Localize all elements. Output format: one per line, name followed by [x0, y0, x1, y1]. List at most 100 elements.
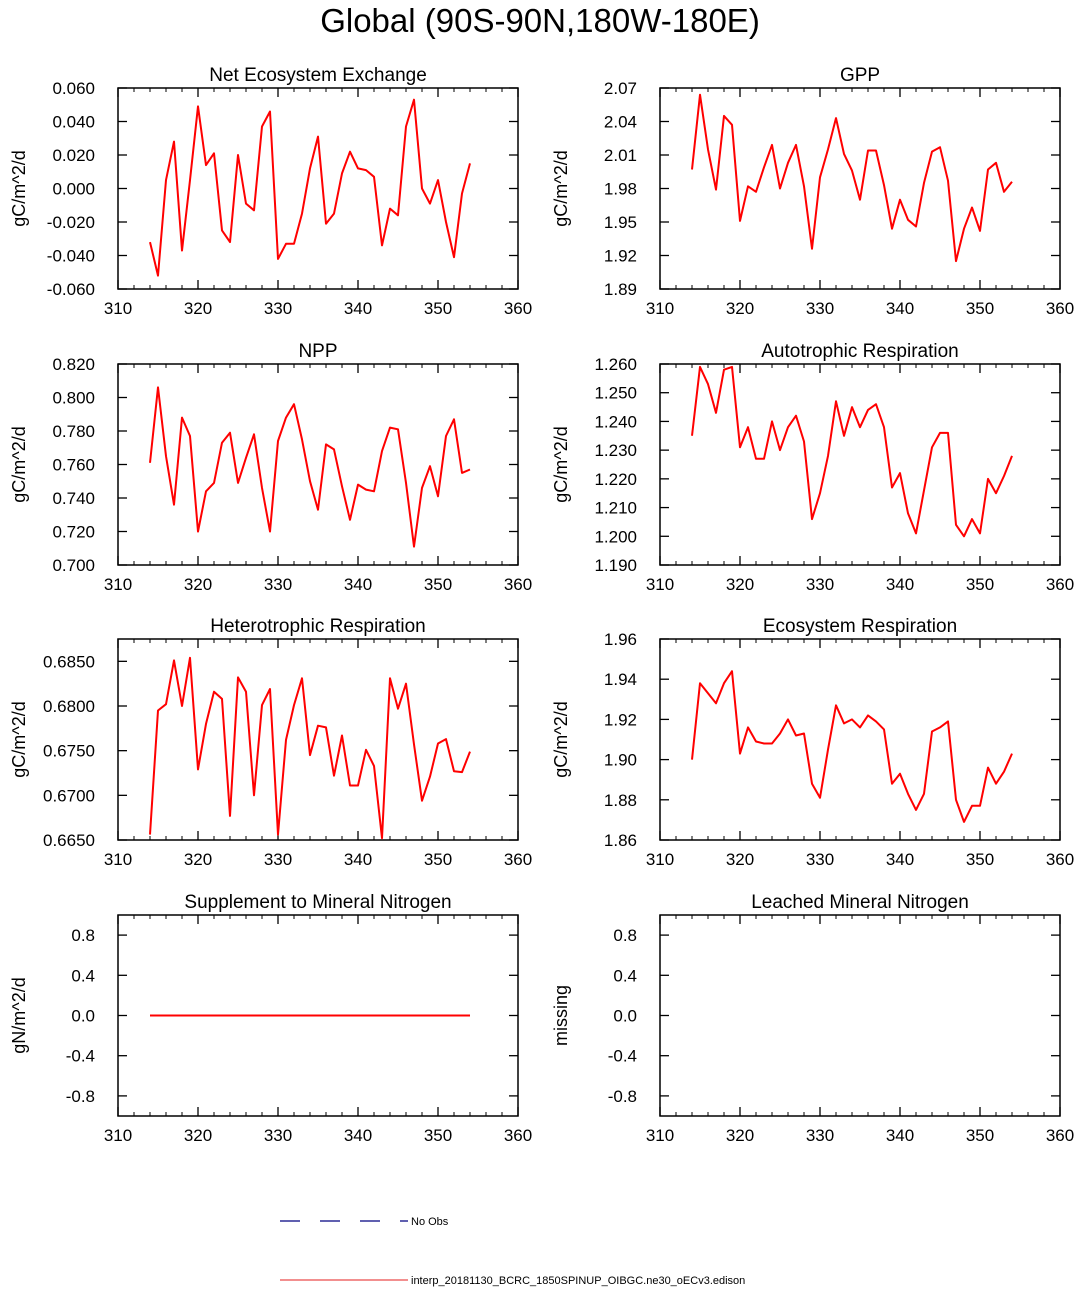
y-tick-label: 1.230: [594, 441, 637, 460]
chart-panel: NPP gC/m^2/d 310 320 330 340 350 360 0.700 0.720 0…: [9, 341, 532, 594]
x-tick-label: 310: [646, 850, 674, 869]
y-tick-label: 0.6850: [43, 652, 95, 671]
y-tick-label: 1.200: [594, 527, 637, 546]
plot-frame: [659, 87, 1061, 290]
y-tick-label: 2.07: [604, 79, 637, 98]
x-tick-label: 350: [966, 299, 994, 318]
y-axis-label: gC/m^2/d: [551, 701, 571, 777]
y-tick-label: 0.000: [52, 180, 95, 199]
x-tick-label: 320: [726, 575, 754, 594]
x-tick-label: 330: [264, 1126, 292, 1145]
plot-frame: [659, 914, 1061, 1117]
legend: No Obs interp_20181130_BCRC_1850SPINUP_O…: [280, 1216, 745, 1287]
series-line: [149, 386, 471, 548]
y-tick-label: 1.88: [604, 791, 637, 810]
x-tick-label: 340: [344, 299, 372, 318]
y-tick-label: 2.04: [604, 113, 637, 132]
y-tick-label: -0.020: [47, 213, 95, 232]
y-axis-label: gC/m^2/d: [551, 426, 571, 502]
panel-title: Net Ecosystem Exchange: [209, 65, 427, 86]
plot-frame: [659, 638, 1061, 841]
y-tick-label: 0.4: [613, 966, 637, 985]
y-tick-label: 1.98: [604, 180, 637, 199]
x-tick-label: 310: [104, 299, 132, 318]
y-tick-label: 1.250: [594, 384, 637, 403]
x-tick-label: 350: [424, 850, 452, 869]
chart-panel: Leached Mineral Nitrogen missing 310 320 330…: [551, 892, 1074, 1145]
y-tick-label: -0.4: [66, 1047, 95, 1066]
y-tick-label: 0.6800: [43, 697, 95, 716]
series-line: [149, 656, 471, 840]
y-axis-label: gC/m^2/d: [9, 150, 29, 226]
x-tick-label: 360: [504, 850, 532, 869]
y-tick-label: 0.020: [52, 146, 95, 165]
panel-title: Ecosystem Respiration: [763, 616, 957, 637]
y-tick-label: 0.0: [613, 1007, 637, 1026]
x-tick-label: 350: [424, 1126, 452, 1145]
y-tick-label: 0.760: [52, 456, 95, 475]
x-tick-label: 330: [806, 299, 834, 318]
x-tick-label: 340: [886, 1126, 914, 1145]
x-tick-label: 340: [344, 850, 372, 869]
x-tick-label: 350: [966, 850, 994, 869]
y-tick-label: -0.040: [47, 247, 95, 266]
plot-frame: [117, 914, 519, 1117]
series-line: [691, 365, 1013, 538]
y-tick-label: 1.96: [604, 630, 637, 649]
x-tick-label: 320: [726, 1126, 754, 1145]
x-tick-label: 360: [1046, 575, 1074, 594]
panel-title: Autotrophic Respiration: [761, 341, 959, 362]
y-tick-label: 0.040: [52, 113, 95, 132]
series-line: [149, 98, 471, 277]
y-tick-label: 1.90: [604, 751, 637, 770]
x-tick-label: 340: [344, 575, 372, 594]
legend-obs-label: No Obs: [411, 1216, 449, 1228]
series-line: [691, 670, 1013, 823]
y-tick-label: 0.780: [52, 422, 95, 441]
y-tick-label: 0.720: [52, 523, 95, 542]
y-tick-label: 0.6750: [43, 742, 95, 761]
y-tick-label: 1.210: [594, 499, 637, 518]
y-tick-label: -0.4: [608, 1047, 637, 1066]
y-tick-label: 1.92: [604, 710, 637, 729]
x-tick-label: 310: [104, 850, 132, 869]
x-tick-label: 350: [966, 1126, 994, 1145]
x-tick-label: 320: [726, 299, 754, 318]
y-tick-label: 1.260: [594, 355, 637, 374]
y-axis-label: missing: [551, 985, 571, 1046]
x-tick-label: 340: [886, 575, 914, 594]
y-tick-label: 1.92: [604, 247, 637, 266]
y-tick-label: 0.740: [52, 489, 95, 508]
y-tick-label: 0.4: [71, 966, 95, 985]
x-tick-label: 340: [344, 1126, 372, 1145]
x-tick-label: 350: [424, 299, 452, 318]
panel-title: GPP: [840, 65, 880, 86]
y-tick-label: 1.240: [594, 412, 637, 431]
y-tick-label: 2.01: [604, 146, 637, 165]
y-tick-label: -0.8: [608, 1087, 637, 1106]
plot-frame: [117, 363, 519, 566]
y-tick-label: 1.94: [604, 670, 637, 689]
x-tick-label: 320: [184, 575, 212, 594]
chart-panel: Autotrophic Respiration gC/m^2/d 310 320 330…: [551, 341, 1074, 594]
chart-panel: Ecosystem Respiration gC/m^2/d 310 320 330 34…: [551, 616, 1074, 869]
x-tick-label: 320: [184, 299, 212, 318]
y-tick-label: 1.220: [594, 470, 637, 489]
plot-frame: [117, 87, 519, 290]
y-tick-label: 0.6700: [43, 786, 95, 805]
page-title: Global (90S-90N,180W-180E): [320, 2, 760, 39]
x-tick-label: 330: [806, 1126, 834, 1145]
y-tick-label: 0.6650: [43, 831, 95, 850]
legend-model-label: interp_20181130_BCRC_1850SPINUP_OIBGC.ne…: [411, 1275, 745, 1287]
x-tick-label: 340: [886, 850, 914, 869]
chart-panel: Heterotrophic Respiration gC/m^2/d 310 320 3…: [9, 616, 532, 869]
y-tick-label: 0.820: [52, 355, 95, 374]
y-tick-label: -0.060: [47, 280, 95, 299]
y-tick-label: 0.8: [613, 926, 637, 945]
y-axis-label: gC/m^2/d: [9, 701, 29, 777]
x-tick-label: 330: [806, 850, 834, 869]
x-tick-label: 360: [504, 1126, 532, 1145]
x-tick-label: 360: [504, 299, 532, 318]
x-tick-label: 310: [646, 1126, 674, 1145]
panel-title: Heterotrophic Respiration: [210, 616, 425, 637]
